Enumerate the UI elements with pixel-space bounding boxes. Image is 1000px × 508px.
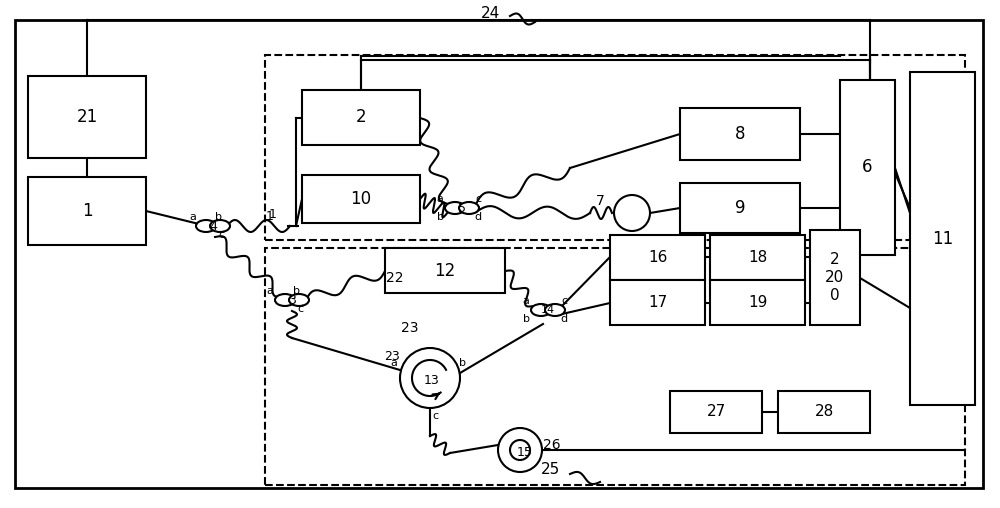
Text: 21: 21 xyxy=(76,108,98,126)
Text: 15: 15 xyxy=(517,446,533,459)
Text: 22: 22 xyxy=(386,271,404,285)
Text: 8: 8 xyxy=(735,125,745,143)
Text: 25: 25 xyxy=(540,462,560,478)
Text: 16: 16 xyxy=(648,250,667,265)
Text: 2: 2 xyxy=(356,109,366,126)
Text: 28: 28 xyxy=(814,404,834,420)
Text: 9: 9 xyxy=(735,199,745,217)
FancyBboxPatch shape xyxy=(710,280,805,325)
Text: 4: 4 xyxy=(209,219,217,233)
Text: 27: 27 xyxy=(706,404,726,420)
FancyBboxPatch shape xyxy=(810,230,860,325)
Ellipse shape xyxy=(445,202,465,214)
Text: 23: 23 xyxy=(401,321,419,335)
Text: 18: 18 xyxy=(748,250,767,265)
Text: a: a xyxy=(523,296,529,306)
FancyBboxPatch shape xyxy=(910,72,975,405)
Ellipse shape xyxy=(459,202,479,214)
Text: 7: 7 xyxy=(596,194,604,208)
Text: 12: 12 xyxy=(434,262,456,279)
Text: c: c xyxy=(297,304,303,314)
Text: 1: 1 xyxy=(269,207,277,220)
Text: c: c xyxy=(475,194,481,204)
Ellipse shape xyxy=(210,220,230,232)
Text: b: b xyxy=(294,286,300,296)
Text: 24: 24 xyxy=(480,6,500,20)
FancyBboxPatch shape xyxy=(610,280,705,325)
Text: c: c xyxy=(561,296,567,306)
Text: 17: 17 xyxy=(648,295,667,310)
Text: d: d xyxy=(474,212,482,222)
FancyBboxPatch shape xyxy=(680,108,800,160)
FancyBboxPatch shape xyxy=(680,183,800,233)
Text: c: c xyxy=(432,411,438,421)
Text: a: a xyxy=(190,212,196,222)
Text: 19: 19 xyxy=(748,295,767,310)
Ellipse shape xyxy=(275,294,295,306)
Ellipse shape xyxy=(289,294,309,306)
Text: b: b xyxy=(436,212,444,222)
Text: 26: 26 xyxy=(543,438,561,452)
Text: 6: 6 xyxy=(862,158,873,176)
Circle shape xyxy=(614,195,650,231)
Text: c: c xyxy=(218,230,224,240)
Text: a: a xyxy=(267,286,273,296)
FancyBboxPatch shape xyxy=(670,391,762,433)
Text: 10: 10 xyxy=(350,190,372,208)
Text: a: a xyxy=(437,194,443,204)
Text: d: d xyxy=(560,314,568,324)
Text: b: b xyxy=(458,358,466,368)
Text: 5: 5 xyxy=(458,202,466,214)
Text: 20: 20 xyxy=(825,270,845,285)
Ellipse shape xyxy=(545,304,565,316)
FancyBboxPatch shape xyxy=(778,391,870,433)
Text: 0: 0 xyxy=(830,288,840,302)
Text: 23: 23 xyxy=(384,350,400,363)
Text: 11: 11 xyxy=(932,230,953,247)
FancyBboxPatch shape xyxy=(840,80,895,255)
Text: 1: 1 xyxy=(266,209,274,223)
FancyBboxPatch shape xyxy=(28,76,146,158)
Text: 3: 3 xyxy=(288,294,296,306)
FancyBboxPatch shape xyxy=(28,177,146,245)
Text: b: b xyxy=(522,314,530,324)
Text: a: a xyxy=(391,358,397,368)
Text: 14: 14 xyxy=(541,305,555,315)
Text: 2: 2 xyxy=(830,252,840,268)
FancyBboxPatch shape xyxy=(302,175,420,223)
Text: 13: 13 xyxy=(424,373,440,387)
FancyBboxPatch shape xyxy=(302,90,420,145)
Ellipse shape xyxy=(531,304,551,316)
FancyBboxPatch shape xyxy=(610,235,705,280)
FancyBboxPatch shape xyxy=(710,235,805,280)
Text: b: b xyxy=(214,212,222,222)
Circle shape xyxy=(400,348,460,408)
Text: 1: 1 xyxy=(82,202,92,220)
Circle shape xyxy=(498,428,542,472)
Ellipse shape xyxy=(196,220,216,232)
Circle shape xyxy=(510,440,530,460)
FancyBboxPatch shape xyxy=(385,248,505,293)
